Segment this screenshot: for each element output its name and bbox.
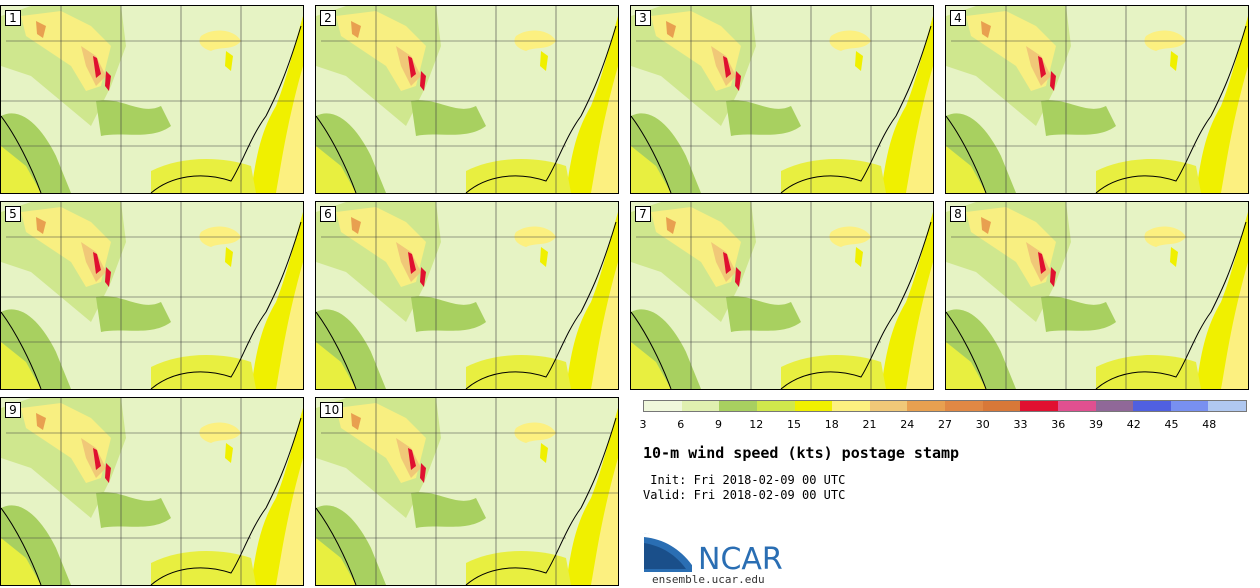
member-map-9: 9 [0, 397, 304, 586]
colorbar-swatch [1133, 401, 1171, 411]
wind-speed-map [316, 202, 618, 389]
member-map-4: 4 [945, 5, 1249, 194]
init-value: Fri 2018-02-09 00 UTC [693, 473, 846, 487]
colorbar-tick-label: 33 [1013, 418, 1028, 431]
wind-speed-map [946, 202, 1248, 389]
colorbar-swatch [756, 401, 795, 411]
member-map-3: 3 [630, 5, 934, 194]
colorbar-tick-label: 39 [1089, 418, 1103, 431]
member-map-5: 5 [0, 201, 304, 390]
colorbar-ticks: 3 6 9 12 15 18 21 24 27 30 33 36 39 42 45 48 [639, 418, 1247, 432]
member-label: 4 [950, 10, 966, 26]
colorbar-swatch [1170, 401, 1209, 411]
colorbar-tick-label: 36 [1051, 418, 1066, 431]
member-label: 8 [950, 206, 966, 222]
colorbar-tick-label: 30 [975, 418, 990, 431]
init-label: Init: [643, 473, 687, 487]
colorbar-tick-label: 42 [1126, 418, 1141, 431]
member-label: 5 [5, 206, 21, 222]
wind-speed-map [631, 6, 933, 193]
valid-value: Fri 2018-02-09 00 UTC [693, 488, 846, 502]
colorbar-swatch [907, 401, 945, 411]
colorbar-swatch [794, 401, 833, 411]
wind-speed-map [631, 202, 933, 389]
member-map-8: 8 [945, 201, 1249, 390]
member-label: 3 [635, 10, 651, 26]
colorbar-tick-label: 18 [824, 418, 839, 431]
init-time: Init: Fri 2018-02-09 00 UTC [643, 473, 845, 487]
figure-title: 10-m wind speed (kts) postage stamp [643, 444, 960, 462]
ncar-logo: NCAR [644, 533, 783, 573]
wind-speed-map [1, 202, 303, 389]
member-label: 7 [635, 206, 651, 222]
colorbar-swatch [945, 401, 983, 411]
colorbar-swatch [681, 401, 720, 411]
wind-speed-map [316, 398, 618, 585]
member-label: 6 [320, 206, 336, 222]
member-map-2: 2 [315, 5, 619, 194]
wind-speed-map [316, 6, 618, 193]
member-map-1: 1 [0, 5, 304, 194]
colorbar-swatch [1095, 401, 1134, 411]
member-map-7: 7 [630, 201, 934, 390]
colorbar-swatch [719, 401, 757, 411]
colorbar-swatch [869, 401, 908, 411]
colorbar-tick-label: 21 [862, 418, 877, 431]
colorbar-swatch [982, 401, 1021, 411]
colorbar-tick-label: 45 [1164, 418, 1179, 431]
member-label: 9 [5, 402, 21, 418]
colorbar [643, 400, 1247, 412]
colorbar-tick-label: 9 [715, 418, 722, 431]
wind-speed-map [1, 398, 303, 585]
member-label: 1 [5, 10, 21, 26]
colorbar-tick-label: 24 [900, 418, 915, 431]
colorbar-tick-label: 48 [1202, 418, 1217, 431]
member-label: 2 [320, 10, 336, 26]
valid-time: Valid: Fri 2018-02-09 00 UTC [643, 488, 845, 502]
colorbar-tick-label: 12 [749, 418, 764, 431]
colorbar-swatch [832, 401, 870, 411]
colorbar-tick-label: 6 [677, 418, 685, 431]
colorbar-tick-label: 27 [938, 418, 952, 431]
colorbar-swatch [1208, 401, 1246, 411]
valid-label: Valid: [643, 488, 687, 502]
colorbar-swatch [1057, 401, 1096, 411]
url-text: ensemble.ucar.edu [652, 573, 765, 586]
wind-speed-map [946, 6, 1248, 193]
wind-speed-map [1, 6, 303, 193]
colorbar-swatch [1020, 401, 1058, 411]
colorbar-tick-label: 15 [787, 418, 801, 431]
member-map-6: 6 [315, 201, 619, 390]
colorbar-tick-label: 3 [639, 418, 647, 431]
member-label: 10 [320, 402, 344, 418]
member-map-10: 10 [315, 397, 619, 586]
colorbar-swatch [644, 401, 682, 411]
logo-text: NCAR [698, 542, 783, 573]
